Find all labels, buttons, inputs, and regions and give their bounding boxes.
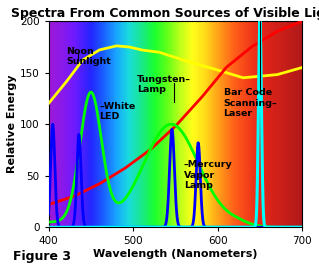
Text: –Mercury
Vapor
Lamp: –Mercury Vapor Lamp [184, 160, 233, 190]
Text: Bar Code
Scanning–
Laser: Bar Code Scanning– Laser [224, 88, 277, 118]
Text: Tungsten–
Lamp: Tungsten– Lamp [137, 75, 191, 94]
X-axis label: Wavelength (Nanometers): Wavelength (Nanometers) [93, 249, 258, 259]
Y-axis label: Relative Energy: Relative Energy [7, 75, 17, 173]
Text: Figure 3: Figure 3 [13, 250, 71, 263]
Title: Spectra From Common Sources of Visible Light: Spectra From Common Sources of Visible L… [11, 7, 319, 20]
Text: Noon
Sunlight: Noon Sunlight [66, 47, 111, 66]
Text: –White
LED: –White LED [99, 102, 136, 121]
